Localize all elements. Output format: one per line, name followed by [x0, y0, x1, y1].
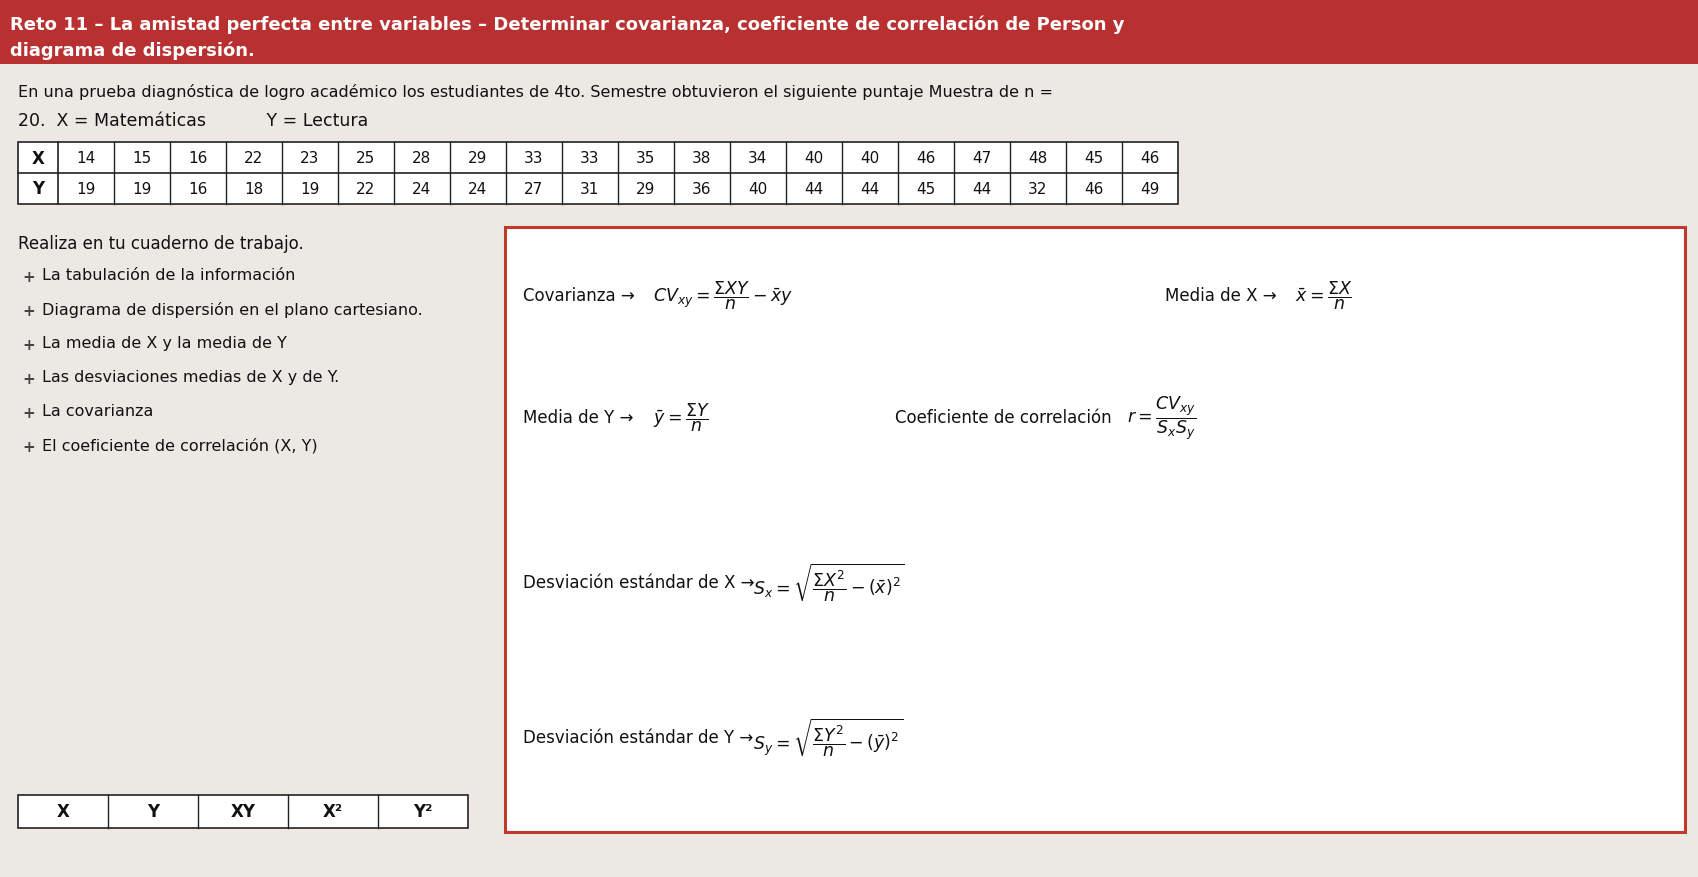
Text: X²: X² [323, 802, 343, 821]
Text: +: + [22, 270, 34, 285]
Text: La tabulación de la información: La tabulación de la información [42, 267, 295, 282]
Text: Y: Y [32, 181, 44, 198]
Text: 40: 40 [747, 182, 767, 196]
Text: 24: 24 [469, 182, 487, 196]
Text: 28: 28 [413, 151, 431, 166]
Text: El coeficiente de correlación (X, Y): El coeficiente de correlación (X, Y) [42, 438, 318, 453]
Text: Desviación estándar de Y →: Desviación estándar de Y → [523, 728, 757, 746]
Text: 31: 31 [581, 182, 599, 196]
Text: 19: 19 [76, 182, 95, 196]
Text: Coeficiente de correlación: Coeficiente de correlación [895, 409, 1116, 426]
Text: +: + [22, 338, 34, 353]
Text: 32: 32 [1027, 182, 1048, 196]
Text: $\bar{x} = \dfrac{\Sigma X}{n}$: $\bar{x} = \dfrac{\Sigma X}{n}$ [1294, 280, 1352, 312]
Text: 20.  X = Matemáticas           Y = Lectura: 20. X = Matemáticas Y = Lectura [19, 112, 368, 130]
Text: 38: 38 [691, 151, 711, 166]
Text: Media de Y →: Media de Y → [523, 409, 638, 426]
Text: 16: 16 [188, 182, 207, 196]
Text: 40: 40 [803, 151, 824, 166]
Text: 45: 45 [1083, 151, 1104, 166]
Text: 22: 22 [245, 151, 263, 166]
Text: 19: 19 [132, 182, 151, 196]
Text: 49: 49 [1139, 182, 1160, 196]
Text: 25: 25 [357, 151, 375, 166]
Text: 46: 46 [1139, 151, 1160, 166]
Text: X: X [56, 802, 70, 821]
Text: La covarianza: La covarianza [42, 403, 153, 418]
Text: 23: 23 [301, 151, 319, 166]
Text: 14: 14 [76, 151, 95, 166]
Text: 46: 46 [1083, 182, 1104, 196]
Text: 19: 19 [301, 182, 319, 196]
Bar [19, 795, 467, 828]
Text: 47: 47 [971, 151, 992, 166]
Text: Reto 11 – La amistad perfecta entre variables – Determinar covarianza, coeficien: Reto 11 – La amistad perfecta entre vari… [10, 16, 1124, 34]
Text: 34: 34 [747, 151, 767, 166]
Text: $S_y = \sqrt{\dfrac{\Sigma Y^2}{n} - (\bar{y})^2}$: $S_y = \sqrt{\dfrac{\Sigma Y^2}{n} - (\b… [752, 717, 903, 759]
Text: 44: 44 [803, 182, 824, 196]
Text: 44: 44 [859, 182, 880, 196]
Text: En una prueba diagnóstica de logro académico los estudiantes de 4to. Semestre ob: En una prueba diagnóstica de logro acadé… [19, 84, 1053, 100]
Text: 33: 33 [525, 151, 543, 166]
Text: 44: 44 [971, 182, 992, 196]
Text: $S_x = \sqrt{\dfrac{\Sigma X^2}{n} - (\bar{x})^2}$: $S_x = \sqrt{\dfrac{\Sigma X^2}{n} - (\b… [752, 561, 903, 603]
Text: diagrama de dispersión.: diagrama de dispersión. [10, 41, 255, 60]
Text: 16: 16 [188, 151, 207, 166]
Text: 29: 29 [469, 151, 487, 166]
Text: +: + [22, 303, 34, 318]
Text: $r = \dfrac{CV_{xy}}{S_xS_y}$: $r = \dfrac{CV_{xy}}{S_xS_y}$ [1126, 394, 1195, 441]
Text: Y²: Y² [413, 802, 433, 821]
Text: +: + [22, 372, 34, 387]
Text: $CV_{xy} = \dfrac{\Sigma XY}{n} - \bar{x}y$: $CV_{xy} = \dfrac{\Sigma XY}{n} - \bar{x… [652, 280, 793, 312]
Text: 24: 24 [413, 182, 431, 196]
Text: 18: 18 [245, 182, 263, 196]
Text: 36: 36 [691, 182, 711, 196]
Text: 15: 15 [132, 151, 151, 166]
Text: Las desviaciones medias de X y de Y.: Las desviaciones medias de X y de Y. [42, 369, 340, 384]
Text: +: + [22, 439, 34, 454]
Bar [19, 143, 1177, 204]
Text: 35: 35 [637, 151, 655, 166]
Text: Desviación estándar de X →: Desviación estándar de X → [523, 574, 759, 591]
Text: 40: 40 [859, 151, 880, 166]
Text: La media de X y la media de Y: La media de X y la media de Y [42, 336, 287, 351]
Bar [0, 0, 1698, 65]
Text: Media de X →: Media de X → [1165, 287, 1280, 304]
Text: X: X [32, 149, 44, 168]
Text: 22: 22 [357, 182, 375, 196]
Bar [504, 228, 1684, 832]
Text: 48: 48 [1027, 151, 1048, 166]
Text: 33: 33 [581, 151, 599, 166]
Text: 27: 27 [525, 182, 543, 196]
Text: Realiza en tu cuaderno de trabajo.: Realiza en tu cuaderno de trabajo. [19, 235, 304, 253]
Text: XY: XY [231, 802, 255, 821]
Text: Covarianza →: Covarianza → [523, 287, 640, 304]
Text: 29: 29 [637, 182, 655, 196]
Text: Diagrama de dispersión en el plano cartesiano.: Diagrama de dispersión en el plano carte… [42, 302, 423, 317]
Text: +: + [22, 405, 34, 420]
Text: 46: 46 [915, 151, 936, 166]
Text: Y: Y [146, 802, 160, 821]
Text: 45: 45 [915, 182, 936, 196]
Text: $\bar{y}= \dfrac{\Sigma Y}{n}$: $\bar{y}= \dfrac{\Sigma Y}{n}$ [652, 402, 710, 434]
